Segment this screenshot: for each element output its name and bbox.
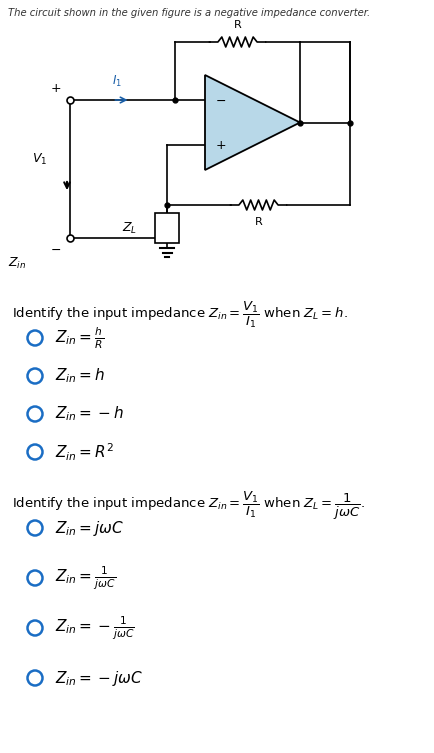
- Text: $Z_{in} = \frac{1}{j\omega C}$: $Z_{in} = \frac{1}{j\omega C}$: [55, 564, 116, 592]
- Text: $-$: $-$: [50, 242, 62, 255]
- Text: R: R: [233, 20, 241, 30]
- Text: $Z_{in} = -j\omega C$: $Z_{in} = -j\omega C$: [55, 669, 143, 687]
- Text: $+$: $+$: [50, 81, 62, 94]
- Text: Identify the input impedance $Z_{in} = \dfrac{V_1}{I_1}$ when $Z_L = \dfrac{1}{j: Identify the input impedance $Z_{in} = \…: [12, 490, 365, 523]
- Text: $Z_{in} = -h$: $Z_{in} = -h$: [55, 404, 124, 423]
- Bar: [155, 213, 179, 243]
- Text: $Z_{in} = -\frac{1}{j\omega C}$: $Z_{in} = -\frac{1}{j\omega C}$: [55, 614, 135, 642]
- Text: $Z_{in} = j\omega C$: $Z_{in} = j\omega C$: [55, 519, 124, 538]
- Text: The circuit shown in the given figure is a negative impedance converter.: The circuit shown in the given figure is…: [8, 8, 370, 18]
- Text: $-$: $-$: [215, 93, 226, 106]
- Text: $Z_{in} = \frac{h}{R}$: $Z_{in} = \frac{h}{R}$: [55, 325, 104, 351]
- Text: $Z_{in}$: $Z_{in}$: [8, 255, 26, 270]
- Text: $Z_{in} = h$: $Z_{in} = h$: [55, 367, 105, 386]
- Text: $Z_L$: $Z_L$: [122, 221, 137, 236]
- Text: $I_1$: $I_1$: [112, 74, 122, 89]
- Polygon shape: [205, 75, 300, 170]
- Text: $Z_{in} = R^2$: $Z_{in} = R^2$: [55, 441, 114, 462]
- Text: $V_1$: $V_1$: [33, 151, 48, 166]
- Text: Identify the input impedance $Z_{in} = \dfrac{V_1}{I_1}$ when $Z_L = h$.: Identify the input impedance $Z_{in} = \…: [12, 300, 348, 331]
- Text: R: R: [255, 217, 263, 227]
- Text: $+$: $+$: [215, 139, 226, 151]
